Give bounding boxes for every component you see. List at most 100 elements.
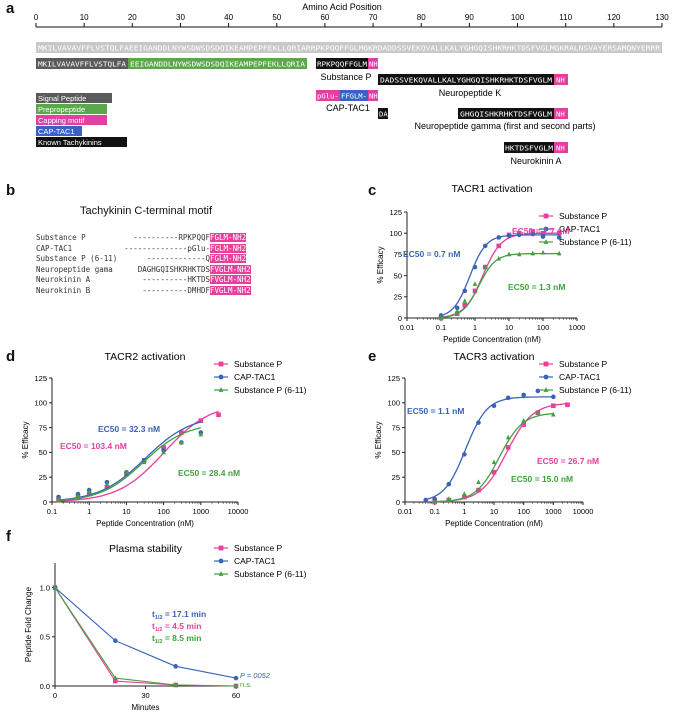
- cap-tac1-nh2-text: NH: [369, 92, 378, 101]
- data-point: [218, 387, 224, 392]
- data-point: [472, 288, 478, 294]
- aa-tick-label: 30: [176, 13, 185, 22]
- series-line: [54, 587, 237, 687]
- neuropeptide-gamma-seq: GHGQISHKRHKTDSFVGLM: [460, 110, 553, 119]
- data-point: [462, 298, 468, 303]
- data-point: [476, 487, 481, 493]
- data-point: [551, 411, 556, 417]
- data-point: [432, 496, 437, 502]
- motif-row-conserved-f: F: [210, 275, 215, 284]
- data-point: [161, 449, 166, 455]
- y-tick-label: 125: [387, 374, 400, 383]
- tacr1-chart: TACR1 activation 0.01 0.1 1 10 100 1000 0 25 50 75…: [376, 183, 632, 344]
- data-point: [521, 422, 526, 427]
- cap-tac1-nh2: [368, 90, 378, 101]
- data-point: [472, 281, 478, 286]
- x-tick-label: 10: [505, 323, 513, 332]
- data-point: [505, 395, 511, 401]
- motif-row-suffix: VGLM-NH2: [214, 264, 251, 274]
- data-point: [540, 234, 546, 239]
- halflife-sub: 1/2: [155, 639, 163, 645]
- data-point: [179, 430, 184, 435]
- ec50-annotation: EC50 = 26.7 nM: [537, 456, 599, 466]
- data-point: [565, 402, 570, 408]
- y-tick-label: 1.0: [40, 583, 50, 592]
- neuropeptide-k-label: Neuropeptide K: [439, 88, 502, 98]
- legend-swatch: [36, 104, 107, 114]
- halflife-annotation: t1/2 = 4.5 min: [152, 621, 201, 633]
- data-point: [52, 584, 58, 590]
- data-point: [104, 481, 110, 486]
- p-value: P = 0052: [240, 671, 271, 680]
- x-tick-label: 0.1: [47, 507, 57, 516]
- x-tick-label: 10000: [228, 507, 249, 516]
- signal-peptide-text: MKILVAVAVFFLVSTQLFA: [38, 60, 127, 69]
- data-point: [540, 230, 546, 236]
- fit-curve: [58, 427, 201, 502]
- ec50-annotation: EC50 = 1.3 nM: [508, 282, 565, 292]
- data-point: [521, 392, 526, 398]
- legend-label: Substance P: [234, 543, 283, 553]
- series-substance-p-6-11-: [438, 249, 562, 320]
- data-point: [496, 255, 502, 261]
- x-tick-label: 60: [232, 691, 240, 700]
- neuropeptide-gamma-label: Neuropeptide gamma (first and second par…: [414, 121, 595, 131]
- data-point: [218, 374, 224, 380]
- motif-title: Tachykinin C-terminal motif: [80, 205, 213, 217]
- data-point: [472, 264, 478, 270]
- full-sequence-text: MKILVAVAVFFLVSTQLFAEEIGANDDLNYWSDWSDSDQI…: [38, 44, 661, 53]
- data-point: [198, 431, 204, 437]
- motif-row-prefix: ----------RPKPQQF: [133, 233, 210, 242]
- legend-swatch: [36, 115, 107, 125]
- motif-row-suffix: VGLM-NH2: [214, 285, 251, 295]
- data-point: [543, 226, 549, 232]
- data-point: [476, 420, 481, 425]
- data-point: [543, 239, 549, 244]
- data-point: [438, 315, 444, 320]
- data-point: [505, 434, 511, 440]
- data-point: [113, 675, 118, 680]
- plasma-stability-chart: Plasma stability 0 30 60 0.0 0.5 1.0 Minutes Pep…: [24, 543, 307, 712]
- da-text: DA: [379, 110, 388, 119]
- data-point: [173, 682, 178, 687]
- data-point: [540, 249, 546, 255]
- halflife-t: t: [152, 621, 155, 631]
- motif-row-suffix: GLM-NH2: [214, 243, 247, 253]
- y-tick-label: 75: [392, 423, 400, 432]
- motif-row-conserved-f: F: [210, 285, 215, 295]
- aa-tick-label: 90: [465, 13, 474, 22]
- data-point: [482, 243, 488, 249]
- series-line: [54, 587, 237, 679]
- data-point: [56, 496, 61, 501]
- data-point: [551, 394, 556, 400]
- motif-row-name: Substance P: [36, 233, 86, 242]
- data-point: [516, 232, 522, 238]
- data-point: [173, 664, 178, 669]
- y-tick-label: 100: [387, 399, 400, 408]
- motif-row-suffix: GLM-NH2: [214, 254, 247, 263]
- data-point: [216, 412, 221, 418]
- aa-tick-label: 50: [272, 13, 281, 22]
- neurokinin-a-nh2: [554, 142, 568, 153]
- aa-tick-label: 80: [417, 13, 426, 22]
- halflife-value: = 8.5 min: [163, 633, 202, 643]
- aa-tick-label: 40: [224, 13, 233, 22]
- ec50-annotation: EC50 = 15.0 nM: [511, 474, 573, 484]
- data-point: [556, 235, 562, 240]
- legend-label: CAP-TAC1: [234, 556, 276, 566]
- legend-swatch: [36, 137, 127, 147]
- aa-tick-label: 130: [655, 13, 669, 22]
- legend-label: Capping motif: [38, 116, 85, 125]
- data-point: [462, 302, 468, 308]
- tacr3-chart: TACR3 activation 0.01 0.1 1 10 100 1000 10000 0 2…: [374, 351, 632, 528]
- y-tick-label: 125: [34, 374, 47, 383]
- y-tick-label: 25: [392, 473, 400, 482]
- fit-curve: [434, 412, 554, 503]
- data-point: [491, 403, 497, 409]
- data-point: [482, 264, 488, 269]
- data-point: [113, 638, 118, 644]
- ec50-annotation: EC50 = 103.4 nM: [60, 441, 127, 451]
- data-point: [476, 479, 481, 484]
- x-tick-label: 0: [53, 691, 57, 700]
- legend-swatch: [36, 93, 112, 103]
